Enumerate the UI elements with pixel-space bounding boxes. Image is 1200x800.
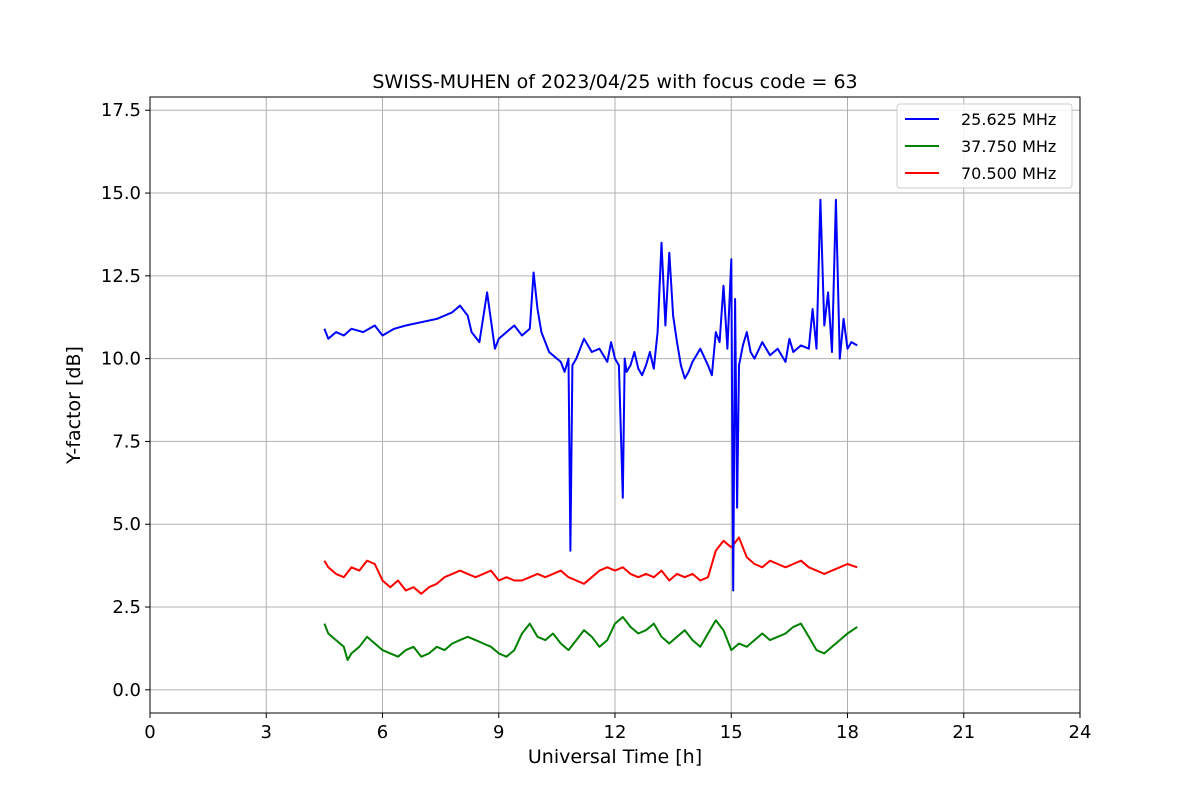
legend-label: 70.500 MHz: [961, 164, 1056, 183]
y-tick-label: 10.0: [101, 349, 141, 370]
x-axis: 0 3 6 9 12 15 18 21 24: [144, 713, 1091, 743]
series-line-1: [323, 616, 858, 661]
series-line-2: [323, 536, 858, 595]
x-tick-label: 12: [604, 722, 627, 743]
x-axis-label: Universal Time [h]: [528, 746, 702, 768]
y-tick-label: 15.0: [101, 183, 141, 204]
y-axis-label: Y-factor [dB]: [63, 346, 85, 465]
y-tick-label: 5.0: [112, 514, 141, 535]
y-tick-label: 17.5: [101, 100, 141, 121]
x-tick-label: 0: [144, 722, 155, 743]
y-tick-label: 12.5: [101, 266, 141, 287]
plot-area: [323, 198, 858, 661]
legend-label: 37.750 MHz: [961, 137, 1056, 156]
legend-box: [896, 103, 1073, 189]
y-tick-label: 2.5: [112, 597, 141, 618]
x-tick-label: 21: [952, 722, 975, 743]
y-tick-label: 7.5: [112, 431, 141, 452]
x-tick-label: 18: [836, 722, 859, 743]
y-tick-label: 0.0: [112, 680, 141, 701]
x-tick-label: 9: [493, 722, 504, 743]
series-line-0: [323, 198, 858, 592]
x-tick-label: 3: [261, 722, 272, 743]
chart-title: SWISS-MUHEN of 2023/04/25 with focus cod…: [372, 71, 857, 93]
y-axis: 0.0 2.5 5.0 7.5 10.0 12.5 15.0 17.5: [101, 100, 150, 701]
x-tick-label: 6: [377, 722, 388, 743]
legend-label: 25.625 MHz: [961, 110, 1056, 129]
x-tick-label: 15: [720, 722, 743, 743]
legend: 25.625 MHz 37.750 MHz 70.500 MHz: [896, 103, 1073, 189]
x-tick-label: 24: [1069, 722, 1092, 743]
